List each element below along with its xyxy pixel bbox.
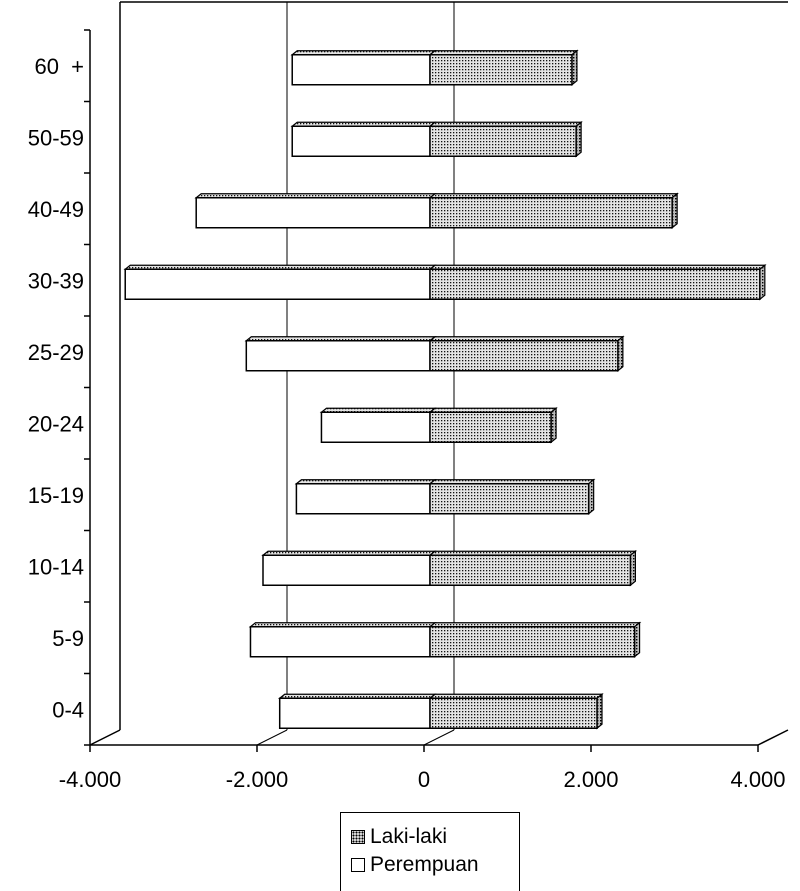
bar-laki-laki-10-14 [429, 554, 632, 586]
x-tick-labels: -4.000 -2.000 0 2.000 4.000 [59, 745, 786, 792]
bar-laki-laki-5-9 [429, 626, 636, 658]
bar-perempuan-40-49 [195, 197, 431, 229]
legend-swatch-laki-laki [351, 830, 365, 844]
legend-swatch-perempuan [351, 858, 365, 872]
y-tick-label-25-29: 25-29 [28, 340, 84, 365]
bar-perempuan-10-14 [262, 554, 431, 586]
x-tick-label: -2.000 [226, 767, 288, 792]
bar-perempuan-60 [291, 54, 431, 86]
y-tick-label-15-19: 15-19 [28, 483, 84, 508]
bar-perempuan-0-4 [278, 697, 431, 729]
y-tick-label-20-24: 20-24 [28, 411, 84, 436]
bar-perempuan-30-39 [124, 268, 431, 300]
bar-laki-laki-30-39 [429, 268, 761, 300]
floor-right-edge [757, 729, 789, 746]
bar-laki-laki-15-19 [429, 483, 590, 515]
bar-laki-laki-50-59 [429, 125, 577, 157]
y-tick-label-5-9: 5-9 [52, 626, 84, 651]
y-tick-label-40-49: 40-49 [28, 197, 84, 222]
bar-laki-laki-40-49 [429, 197, 673, 229]
y-tick-label-50-59: 50-59 [28, 125, 84, 150]
bar-perempuan-5-9 [249, 626, 431, 658]
bar-perempuan-25-29 [245, 340, 431, 372]
bar-laki-laki-60 [429, 54, 573, 86]
bar-side-laki-laki-20-24 [550, 407, 557, 444]
gridline-floor [423, 729, 455, 746]
legend-label-laki-laki: Laki-laki [370, 825, 448, 848]
y-tick-label-10-14: 10-14 [28, 554, 84, 579]
bar-side-laki-laki-15-19 [588, 478, 595, 515]
legend-label-perempuan: Perempuan [370, 853, 479, 876]
bars [123, 49, 767, 730]
bar-side-laki-laki-30-39 [759, 264, 766, 301]
legend-item-laki-laki: Laki-laki [351, 823, 519, 851]
x-tick-label: 0 [418, 767, 430, 792]
x-tick-label: 4.000 [730, 767, 785, 792]
floor-left-edge [89, 729, 121, 746]
bar-side-laki-laki-5-9 [633, 621, 641, 658]
y-tick-label-0-4: 0-4 [52, 697, 84, 722]
bar-laki-laki-25-29 [429, 340, 619, 372]
bar-perempuan-20-24 [320, 411, 431, 443]
y-tick-labels: 0-4 5-9 10-14 15-19 20-24 25-29 30-39 40-49 50-5… [28, 54, 84, 723]
gridline-floor [256, 729, 288, 746]
bar-laki-laki-20-24 [429, 411, 552, 443]
legend-item-perempuan: Perempuan [351, 851, 519, 879]
bar-perempuan-15-19 [295, 483, 431, 515]
x-tick-label: 2.000 [563, 767, 618, 792]
y-tick-label-60: 60 + [34, 54, 84, 79]
bar-side-laki-laki-40-49 [671, 192, 678, 229]
bar-perempuan-50-59 [291, 125, 431, 157]
legend: Laki-laki Perempuan [340, 812, 520, 891]
x-tick-label: -4.000 [59, 767, 121, 792]
bar-side-laki-laki-60 [571, 49, 578, 86]
y-tick-label-30-39: 30-39 [28, 268, 84, 293]
bar-laki-laki-0-4 [429, 697, 598, 729]
bar-side-laki-laki-10-14 [629, 550, 637, 587]
